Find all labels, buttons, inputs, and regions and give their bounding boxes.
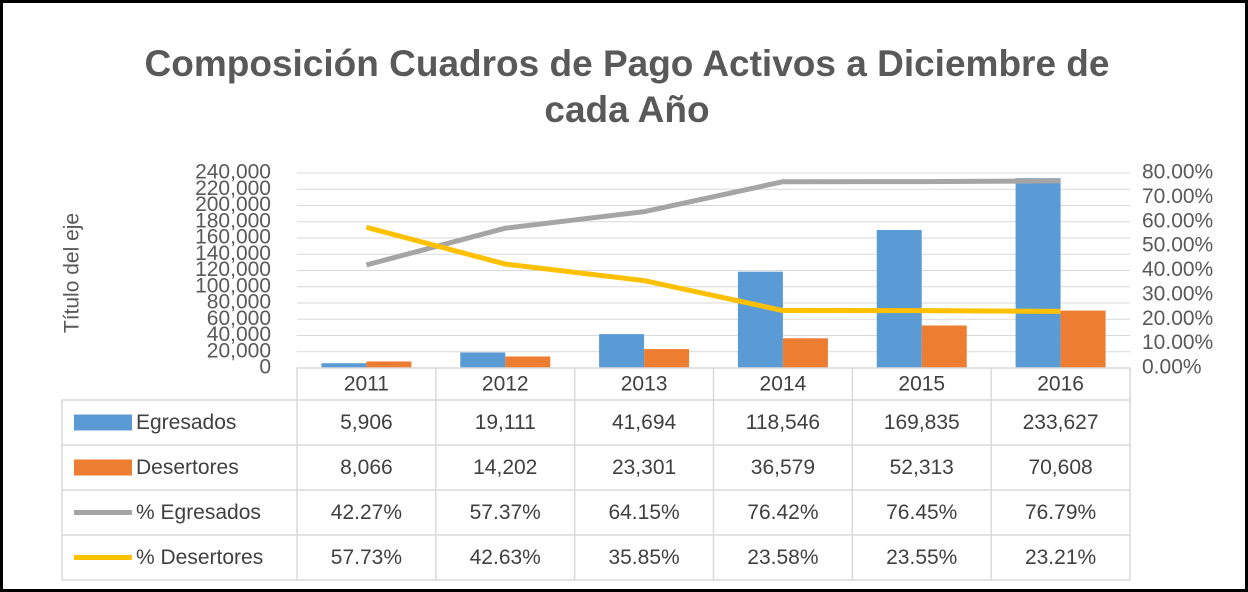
table-cell: 23,301 xyxy=(612,456,676,479)
x-tick-label: 2016 xyxy=(1037,373,1084,396)
y2-tick-label: 20.00% xyxy=(1142,307,1213,330)
bar xyxy=(1060,310,1106,368)
table-cell: 70,608 xyxy=(1028,456,1092,479)
y2-tick-label: 10.00% xyxy=(1142,331,1213,354)
table-cell: 76.45% xyxy=(886,501,957,524)
bar xyxy=(782,338,828,368)
bar xyxy=(737,271,783,368)
table-cell: 76.79% xyxy=(1025,501,1096,524)
table-cell: 41,694 xyxy=(612,411,677,434)
table-cell: 42.63% xyxy=(470,546,541,569)
y-tick-label: 0 xyxy=(259,356,271,379)
table-cell: 57.73% xyxy=(331,546,402,569)
table-cell: 36,579 xyxy=(751,456,815,479)
y-tick-label: 240,000 xyxy=(195,161,271,184)
y2-tick-label: 60.00% xyxy=(1142,209,1213,232)
table-cell: 19,111 xyxy=(475,411,536,434)
bar xyxy=(921,325,967,368)
x-tick-label: 2011 xyxy=(344,373,389,396)
y-tick-label: 120,000 xyxy=(195,258,271,281)
y2-tick-label: 80.00% xyxy=(1142,161,1213,184)
y2-tick-label: 40.00% xyxy=(1142,258,1213,281)
table-cell: 118,546 xyxy=(746,411,820,434)
y-tick-label: 60,000 xyxy=(207,307,271,330)
y-tick-label: 20,000 xyxy=(207,339,271,362)
table-cell: 64.15% xyxy=(608,501,679,524)
x-tick-label: 2013 xyxy=(621,373,668,396)
legend-label: % Desertores xyxy=(136,546,263,569)
y-tick-label: 180,000 xyxy=(195,209,271,232)
bar xyxy=(644,349,690,368)
table-cell: 52,313 xyxy=(890,456,954,479)
legend-key xyxy=(74,459,132,476)
legend-key xyxy=(74,414,132,431)
legend-label: Desertores xyxy=(136,456,239,479)
bar xyxy=(599,334,645,368)
table-cell: 23.55% xyxy=(886,546,957,569)
y2-tick-label: 0.00% xyxy=(1142,356,1202,379)
legend-label: % Egresados xyxy=(136,501,261,524)
y-tick-label: 200,000 xyxy=(195,193,271,216)
bar xyxy=(876,230,922,368)
table-cell: 169,835 xyxy=(884,411,960,434)
table-cell: 5,906 xyxy=(340,411,393,434)
table-cell: 57.37% xyxy=(470,501,541,524)
chart: Título del eje 020,00040,00060,00080,000… xyxy=(61,161,1213,581)
table-cell: 42.27% xyxy=(331,501,402,524)
y2-tick-label: 50.00% xyxy=(1142,234,1213,257)
table-cell: 76.42% xyxy=(747,501,818,524)
line xyxy=(365,224,1061,314)
legend-label: Egresados xyxy=(136,411,236,434)
bar xyxy=(460,352,506,368)
y2-tick-label: 30.00% xyxy=(1142,282,1213,305)
y2-tick-label: 70.00% xyxy=(1142,185,1213,208)
table-cell: 8,066 xyxy=(340,456,393,479)
table-cell: 23.21% xyxy=(1025,546,1096,569)
y-tick-label: 160,000 xyxy=(195,226,271,249)
table-cell: 14,202 xyxy=(473,456,537,479)
x-tick-label: 2014 xyxy=(760,373,807,396)
table-cell: 233,627 xyxy=(1023,411,1099,434)
bar xyxy=(321,363,367,368)
table-cell: 35.85% xyxy=(608,546,679,569)
y-tick-label: 220,000 xyxy=(195,177,271,200)
bar xyxy=(505,356,551,368)
bar xyxy=(366,361,412,368)
y-tick-label: 100,000 xyxy=(195,274,271,297)
y-tick-label: 140,000 xyxy=(195,242,271,265)
y-tick-label: 80,000 xyxy=(207,291,271,314)
y-tick-label: 40,000 xyxy=(207,323,271,346)
table-cell: 23.58% xyxy=(747,546,818,569)
chart-title: Composición Cuadros de Pago Activos a Di… xyxy=(144,43,1110,130)
line xyxy=(365,178,1061,268)
x-tick-label: 2012 xyxy=(482,373,529,396)
x-tick-label: 2015 xyxy=(898,373,945,396)
bar xyxy=(1015,178,1061,368)
y-axis-title: Título del eje xyxy=(61,213,84,333)
